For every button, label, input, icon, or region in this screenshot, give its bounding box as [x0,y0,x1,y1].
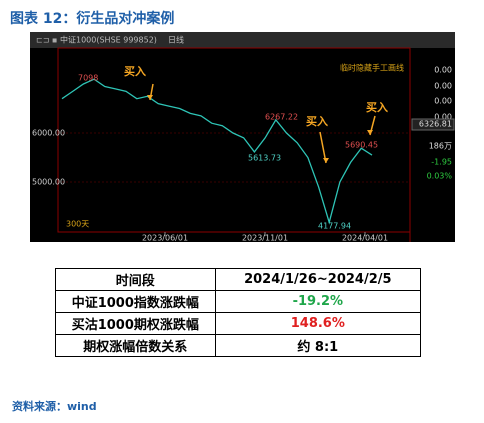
price-box [411,118,455,131]
y-tick-label: 5000.00 [32,178,65,187]
table-cell: 买沽1000期权涨跌幅 [55,312,216,335]
y-tick-label: 6000.00 [32,129,65,138]
price-label: 4177.94 [318,222,351,231]
table-row: 期权涨幅倍数关系约 8:1 [55,334,422,357]
hide-lines: 临时隐藏手工画线 [340,63,404,73]
toolbar-label: 中证1000(SHSE 999852) [60,35,157,45]
price-label: 6267.22 [265,113,298,122]
chart: ⊏⊐ ▪ 中证1000(SHSE 999852) 日线 临时隐藏手工画线 300… [30,32,455,243]
table-row: 中证1000指数涨跌幅 -19.2% [55,290,422,313]
x-tick-label: 2024/04/01 [342,234,388,243]
arrow [319,131,327,164]
price-line [61,78,373,225]
title: 图表 12：衍生品对冲案例 [10,11,175,27]
table-cell: -19.2% [214,290,422,313]
arrow-head [367,130,373,135]
table-cell: 时间段 [55,268,216,291]
side-value: 0.00 [434,97,452,106]
table-cell: 期权涨幅倍数关系 [55,334,216,357]
arrow-head [147,95,153,100]
side-value: 0.00 [434,113,452,122]
x-tick-label: 2023/11/01 [242,234,288,243]
toolbar [30,32,455,48]
table-row: 买沽1000期权涨跌幅 148.6% [55,312,422,335]
source: 资料来源：wind [12,400,97,413]
side-value: 0.00 [434,82,452,91]
buy-label: 买入 [124,65,146,78]
side-value: 0.00 [434,66,452,75]
price-label: 5690.45 [345,141,378,150]
arrow-head [323,158,329,163]
x-tick-label: 2023/06/01 [142,234,188,243]
summary-table: 时间段 2024/1/26~2024/2/5 中证1000指数涨跌幅 -19.2% 买沽… [55,268,422,357]
table-cell: 148.6% [214,312,422,335]
table-cell: 2024/1/26~2024/2/5 [214,268,422,291]
period-days: 300天 [66,220,89,229]
side-value: 186万 [429,142,452,151]
toolbar-icon: ⊏⊐ ▪ [36,36,57,45]
side-value: 0.03% [427,172,453,181]
side-value: 6326.81 [419,120,452,129]
buy-label: 买入 [366,101,388,114]
table-row: 时间段 2024/1/26~2024/2/5 [55,268,422,291]
buy-label: 买入 [306,115,328,128]
period: 日线 [168,35,184,45]
side-value: -1.95 [431,158,452,167]
table-cell: 约 8:1 [214,334,422,357]
price-label: 7098 [78,74,98,83]
price-label: 5613.73 [248,154,281,163]
table-cell: 中证1000指数涨跌幅 [55,290,216,313]
